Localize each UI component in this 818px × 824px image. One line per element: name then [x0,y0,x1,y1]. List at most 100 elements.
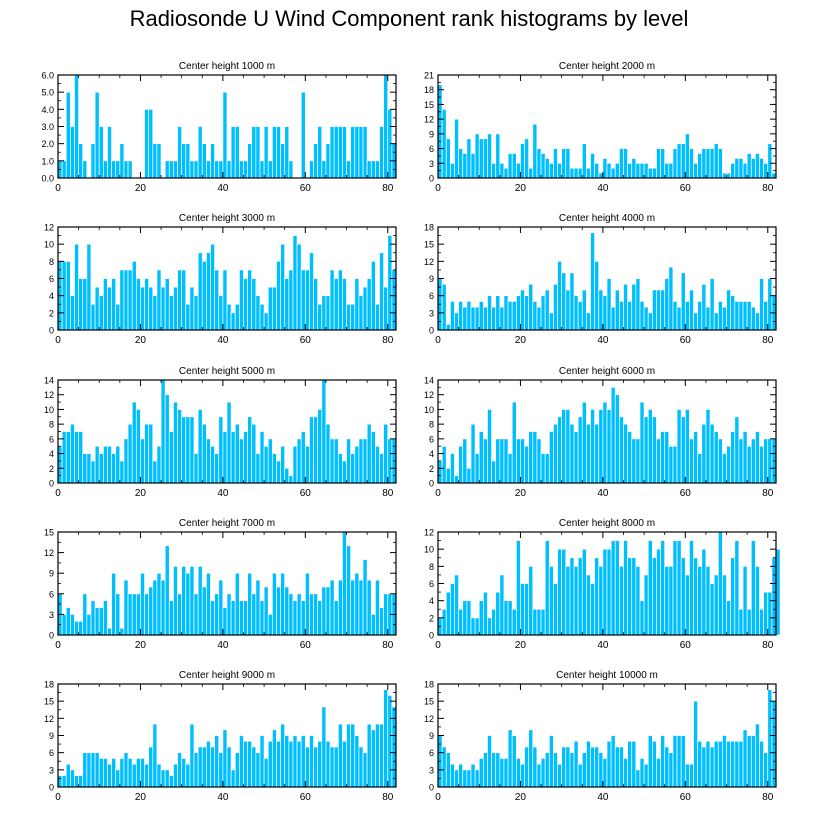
bar [98,453,104,484]
bar [722,735,727,788]
bar [193,295,199,331]
bar [730,740,736,788]
bar [247,143,253,179]
bar [734,301,740,331]
bar [755,153,760,179]
bar [152,143,158,179]
bar [651,557,657,636]
bar [214,593,220,636]
bar [226,401,232,484]
bar [454,574,459,636]
bar [627,431,633,484]
bar [684,409,690,484]
bar [750,158,756,179]
bar [90,143,96,179]
bar [680,557,686,636]
bar [557,763,563,788]
bar [598,565,604,636]
bar [569,752,575,788]
bar [168,775,174,788]
bar [164,278,170,331]
bar [185,572,191,636]
bar [333,600,339,636]
bar [697,301,703,331]
bar [337,269,343,331]
bar [239,438,244,484]
bar [672,148,678,179]
bar [474,617,480,636]
bar [206,438,211,484]
bar [284,735,290,788]
bar [366,579,372,636]
bar [255,752,261,788]
bar [684,133,690,179]
bar [358,126,364,179]
bar [375,160,380,179]
bar [701,548,707,636]
bar [594,162,600,179]
bar [135,758,141,788]
y-tick-label: 8 [49,257,54,267]
bar [276,740,281,788]
bar [379,126,384,179]
bar [746,608,752,636]
bar [680,272,686,331]
bar [313,746,319,788]
bar [276,126,281,179]
bar [515,758,521,788]
bar [717,301,723,331]
bar [619,746,624,788]
bar [292,235,298,331]
bar [247,740,253,788]
bar [218,579,224,636]
bar [90,460,96,484]
bar [230,312,236,331]
bar [177,593,183,636]
bar [627,557,633,636]
bar [495,752,501,788]
bar [197,126,203,179]
bar [767,591,773,636]
panel-title: Center height 9000 m [179,670,275,681]
bar [730,162,736,179]
bar [742,162,748,179]
bar [144,278,150,331]
y-tick-label: 14 [44,376,54,386]
bar [65,260,71,331]
bar [86,752,92,788]
bar [466,138,472,179]
bar [722,306,727,331]
bar [263,758,269,788]
y-tick-label: 14 [424,376,434,386]
bar [201,260,207,331]
bar [65,91,71,179]
bar [201,423,207,484]
bar [222,431,228,484]
x-tick-label: 20 [515,792,527,803]
bar [689,289,694,331]
bar [127,423,133,484]
bar [639,301,645,331]
bar [742,301,748,331]
bar [734,740,740,788]
bar [218,416,224,484]
bar [697,565,703,636]
bar [730,431,736,484]
y-tick-label: 6 [429,434,434,444]
bar [239,269,244,331]
bar [131,593,137,636]
y-tick-label: 12 [424,257,434,267]
bar [267,438,273,484]
y-tick-label: 5.0 [41,88,54,98]
bar [366,423,372,484]
bar [243,431,248,484]
bar [697,453,703,484]
bar [693,431,699,484]
bar [647,167,653,179]
x-tick-label: 40 [217,792,229,803]
bar [280,723,286,788]
bar [342,460,347,484]
bar [672,445,678,484]
bar [548,565,554,636]
bar [676,409,682,484]
